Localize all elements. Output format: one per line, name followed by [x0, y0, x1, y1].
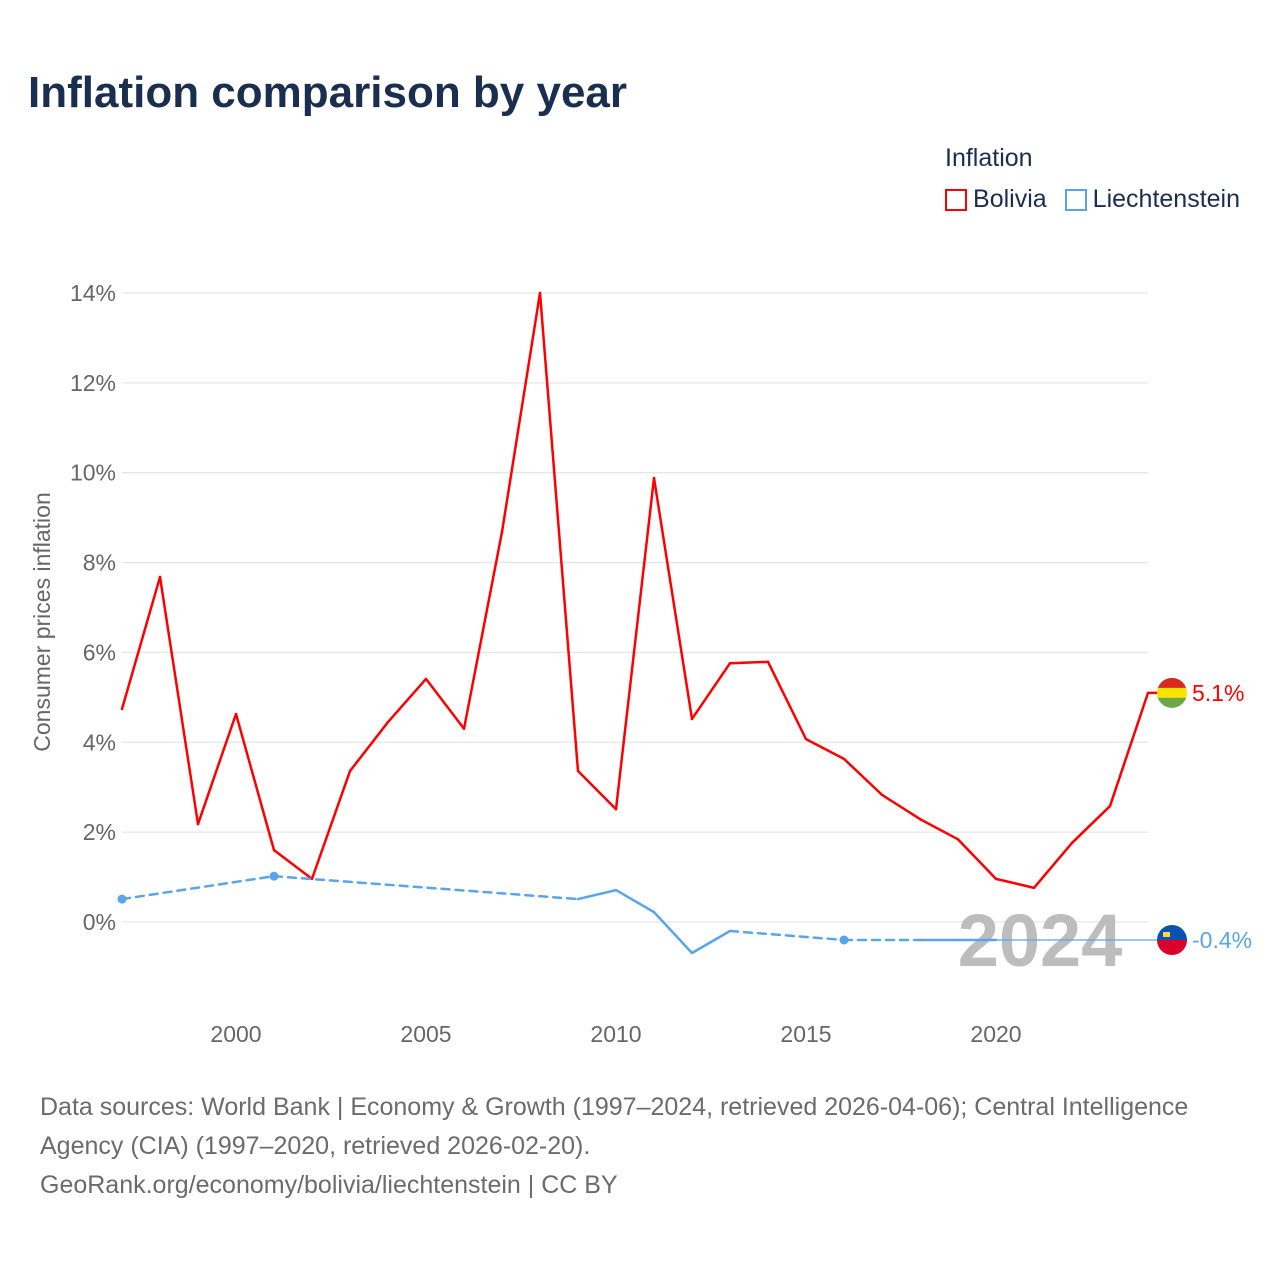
end-value-label: 5.1%: [1192, 680, 1244, 706]
x-tick-label: 2000: [210, 1021, 261, 1047]
series-segment: [652, 476, 694, 721]
data-sources: Data sources: World Bank | Economy & Gro…: [40, 1093, 1189, 1160]
chart-title: Inflation comparison by year: [28, 68, 628, 117]
crown-icon: [1163, 931, 1170, 937]
series-segment: [614, 476, 656, 811]
series-segment: [918, 817, 960, 841]
series-segment: [842, 757, 884, 797]
series-segment: [956, 838, 998, 881]
series-segment: [158, 575, 200, 826]
series-segment: [576, 769, 618, 811]
flag-liechtenstein-icon: [1157, 939, 1187, 955]
x-tick-label: 2015: [780, 1021, 831, 1047]
series-segment: [766, 660, 808, 741]
legend-item-liechtenstein[interactable]: Liechtenstein: [1064, 185, 1240, 214]
y-tick-label: 6%: [83, 639, 116, 665]
flag-bolivia-icon: [1157, 677, 1187, 689]
flag-liechtenstein-icon: [1157, 924, 1187, 941]
series-segment: [272, 874, 580, 901]
data-point: [269, 871, 279, 881]
series-segment: [538, 291, 580, 773]
legend-title: Inflation: [945, 144, 1033, 172]
x-tick-label: 2010: [590, 1021, 641, 1047]
line-chart: 0% 2% 4% 6% 8% 10% 12% 14% 2000 2005 2010 2015 2020 C…: [29, 280, 1252, 1047]
series-segment: [614, 888, 656, 914]
y-tick-label: 14%: [70, 280, 116, 306]
series-segment: [690, 929, 732, 955]
legend-swatch: [1064, 188, 1087, 211]
y-tick-label: 12%: [70, 370, 116, 396]
series-segment: [994, 877, 1036, 890]
flag-bolivia-icon: [1157, 687, 1187, 699]
series-segment: [728, 660, 770, 665]
series-segment: [690, 661, 732, 721]
series-segment: [348, 720, 390, 773]
series-segment: [424, 677, 466, 731]
series-segment: [500, 291, 542, 534]
x-tick-label: 2020: [970, 1021, 1021, 1047]
end-value-label: -0.4%: [1192, 927, 1252, 953]
y-tick-label: 8%: [83, 550, 116, 576]
y-axis-label: Consumer prices inflation: [29, 492, 55, 752]
series-segment: [576, 888, 618, 901]
y-tick-label: 2%: [83, 819, 116, 845]
series-segment: [310, 769, 352, 881]
series-segment: [234, 712, 276, 852]
y-tick-label: 10%: [70, 460, 116, 486]
y-tick-label: 0%: [83, 909, 116, 935]
footer: Data sources: World Bank | Economy & Gro…: [40, 1088, 1250, 1205]
series-segment: [652, 910, 694, 955]
series-segment: [804, 737, 846, 761]
data-point: [117, 894, 127, 904]
series-segment: [1032, 841, 1074, 890]
data-point: [839, 935, 849, 945]
series-segment: [462, 530, 504, 731]
series-segment: [728, 929, 846, 942]
series-segment: [120, 874, 276, 901]
source-link[interactable]: GeoRank.org/economy/bolivia/liechtenstei…: [40, 1171, 618, 1199]
series-segment: [1070, 804, 1112, 845]
legend: Inflation Bolivia Liechtenstein: [945, 144, 1240, 214]
series-segment: [880, 793, 922, 821]
series-segment: [272, 848, 314, 881]
y-tick-label: 4%: [83, 729, 116, 755]
series-segment: [386, 677, 428, 724]
x-tick-label: 2005: [400, 1021, 451, 1047]
legend-swatch: [945, 188, 968, 211]
legend-item-bolivia[interactable]: Bolivia: [945, 185, 1047, 214]
legend-label: Liechtenstein: [1092, 185, 1240, 213]
series-segment: [120, 575, 162, 711]
legend-label: Bolivia: [973, 185, 1047, 213]
series-segment: [1108, 691, 1150, 808]
flag-bolivia-icon: [1157, 697, 1187, 708]
series-segment: [196, 712, 238, 826]
